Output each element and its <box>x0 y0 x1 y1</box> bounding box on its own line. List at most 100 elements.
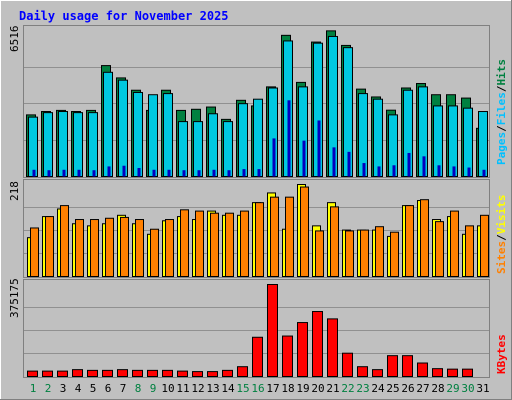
bar-kbytes-day-2 <box>42 370 53 378</box>
bar-pages-day-7 <box>122 165 126 177</box>
bar-files-day-12 <box>193 121 203 177</box>
bar-sites-day-10 <box>165 219 174 278</box>
x-tick-label: 19 <box>296 382 309 395</box>
x-tick-label: 21 <box>326 382 339 395</box>
bar-pages-day-5 <box>92 170 96 177</box>
legend-text: Sites/Visits <box>495 195 508 275</box>
x-tick-label: 10 <box>161 382 174 395</box>
x-tick-label: 12 <box>191 382 204 395</box>
panel-marks <box>24 284 489 378</box>
bar-pages-day-15 <box>242 169 246 177</box>
bar-pages-day-28 <box>437 165 441 177</box>
bar-pages-day-12 <box>197 170 201 177</box>
x-tick-label: 26 <box>401 382 414 395</box>
bar-sites-day-26 <box>405 205 414 278</box>
bar-kbytes-day-14 <box>222 369 233 378</box>
bar-kbytes-day-11 <box>177 370 188 378</box>
bar-files-day-9 <box>148 94 158 177</box>
x-tick-label: 18 <box>281 382 294 395</box>
bar-pages-day-14 <box>227 170 231 177</box>
bar-files-day-11 <box>178 121 188 177</box>
x-tick-label: 30 <box>461 382 474 395</box>
x-tick-label: 8 <box>135 382 142 395</box>
bar-kbytes-day-24 <box>372 369 383 378</box>
bar-files-day-3 <box>58 111 68 177</box>
x-tick-label: 14 <box>221 382 235 395</box>
bar-sites-day-9 <box>150 228 159 278</box>
bar-files-day-16 <box>253 98 263 177</box>
bar-sites-day-11 <box>180 209 189 278</box>
bar-kbytes-day-29 <box>447 368 458 377</box>
bar-pages-day-13 <box>212 169 216 177</box>
x-tick-label: 13 <box>206 382 219 395</box>
legend-visits: Visits <box>495 195 508 235</box>
bar-sites-day-16 <box>255 202 264 277</box>
bar-files-day-4 <box>73 112 83 178</box>
bar-sites-day-19 <box>300 186 309 277</box>
bar-sites-day-29 <box>450 210 459 277</box>
bar-files-day-15 <box>238 103 248 177</box>
bar-kbytes-day-12 <box>192 371 203 377</box>
panel-legend: Pages/Files/Hits <box>495 59 508 165</box>
bar-kbytes-day-28 <box>432 368 443 377</box>
bar-pages-day-18 <box>287 100 291 177</box>
bar-pages-day-16 <box>257 169 261 177</box>
x-tick-label: 22 <box>341 382 354 395</box>
x-axis-labels: 1 2 3 4 5 6 7 8 9 10 11 12 13 14 15 16 17 18 19 20 21 22 23 24 2… <box>30 382 490 395</box>
legend-separator: / <box>495 85 508 92</box>
panel-legend: KBytes <box>495 334 508 374</box>
bar-kbytes-day-9 <box>147 369 158 378</box>
panel-legend: Sites/Visits <box>495 195 508 275</box>
x-tick-label: 5 <box>90 382 97 395</box>
x-tick-label: 11 <box>176 382 189 395</box>
bar-pages-day-11 <box>182 170 186 177</box>
bar-pages-day-19 <box>302 140 306 177</box>
bar-pages-day-17 <box>272 138 276 177</box>
panel-marks <box>24 30 489 178</box>
bar-files-day-30 <box>463 107 473 177</box>
bar-kbytes-day-20 <box>312 311 323 378</box>
bar-sites-day-4 <box>75 219 84 278</box>
bar-sites-day-3 <box>60 205 69 278</box>
bar-kbytes-day-5 <box>87 369 98 378</box>
bar-pages-day-1 <box>32 169 36 177</box>
x-tick-label: 24 <box>371 382 385 395</box>
bar-files-day-2 <box>43 112 53 178</box>
bar-kbytes-day-27 <box>417 362 428 378</box>
bar-sites-day-14 <box>225 212 234 278</box>
bar-pages-day-25 <box>392 165 396 177</box>
bar-kbytes-day-22 <box>342 352 353 377</box>
legend-hits: Hits <box>495 59 508 86</box>
bar-pages-day-3 <box>62 169 66 177</box>
bar-pages-day-22 <box>347 151 351 177</box>
bar-files-day-1 <box>28 116 38 178</box>
bar-sites-day-13 <box>210 212 219 278</box>
x-tick-label: 3 <box>60 382 67 395</box>
bar-files-day-13 <box>208 113 218 177</box>
bar-kbytes-day-4 <box>72 369 83 378</box>
x-tick-label: 20 <box>311 382 324 395</box>
panel-visits-sites: 218 Sites/Visits <box>8 179 508 278</box>
bar-kbytes-day-7 <box>117 369 128 378</box>
x-tick-label: 1 <box>30 382 37 395</box>
bar-sites-day-18 <box>285 196 294 277</box>
bar-sites-day-17 <box>270 196 279 277</box>
bar-files-day-6 <box>103 71 113 177</box>
x-tick-label: 9 <box>150 382 157 395</box>
bar-pages-day-30 <box>467 167 471 177</box>
legend-pages: Pages <box>495 132 508 165</box>
bar-pages-day-4 <box>77 169 81 177</box>
x-tick-label: 6 <box>105 382 112 395</box>
x-tick-label: 27 <box>416 382 429 395</box>
bar-kbytes-day-8 <box>132 369 143 378</box>
bar-pages-day-20 <box>317 120 321 177</box>
bar-kbytes-day-15 <box>237 366 248 378</box>
legend-text: Pages/Files/Hits <box>495 59 508 165</box>
bar-pages-day-21 <box>332 147 336 177</box>
bar-files-day-5 <box>88 112 98 178</box>
bar-files-day-29 <box>448 105 458 177</box>
bar-pages-day-8 <box>137 167 141 177</box>
bar-pages-day-6 <box>107 166 111 177</box>
bar-sites-day-31 <box>480 214 489 278</box>
bar-files-day-10 <box>163 93 173 177</box>
